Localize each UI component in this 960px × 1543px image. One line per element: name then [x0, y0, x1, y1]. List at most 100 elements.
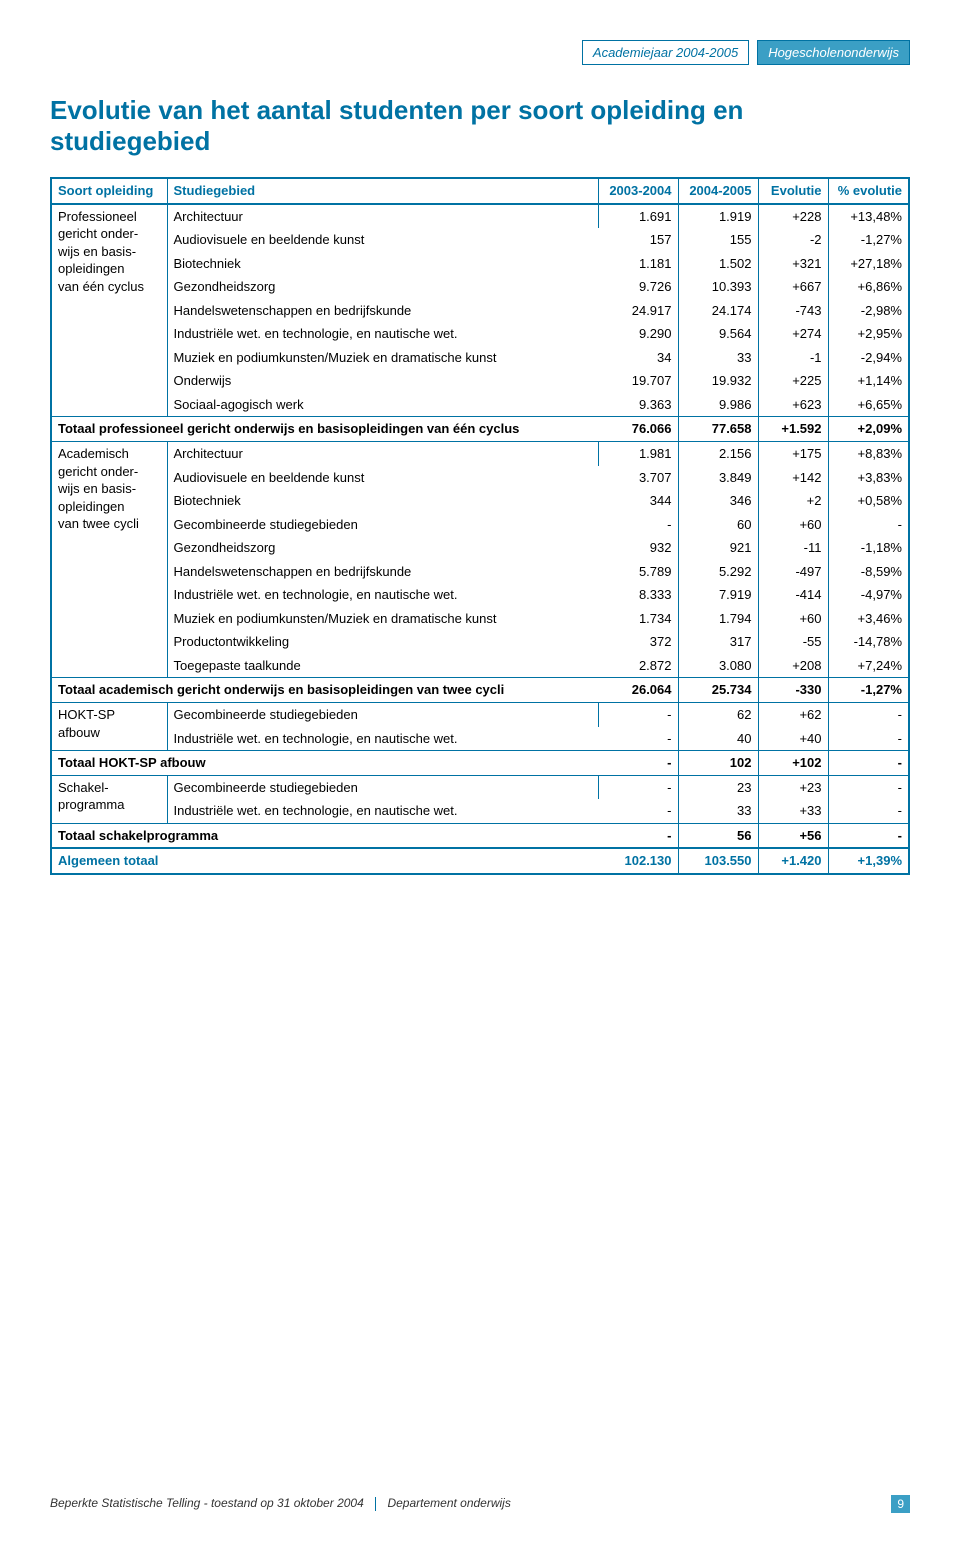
- row-value: -1,18%: [828, 536, 908, 560]
- row-value: -55: [758, 630, 828, 654]
- row-value: -497: [758, 560, 828, 584]
- row-value: 60: [678, 513, 758, 537]
- row-value: 33: [678, 799, 758, 823]
- table-row: Handelswetenschappen en bedrijfskunde5.7…: [52, 560, 908, 584]
- row-value: +3,83%: [828, 466, 908, 490]
- row-value: 1.181: [598, 252, 678, 276]
- footer-left: Beperkte Statistische Telling - toestand…: [50, 1496, 364, 1510]
- table-row: Productontwikkeling372317-55-14,78%: [52, 630, 908, 654]
- row-value: 1.502: [678, 252, 758, 276]
- row-value: +13,48%: [828, 204, 908, 229]
- row-value: 7.919: [678, 583, 758, 607]
- subtotal-value: +2,09%: [828, 417, 908, 442]
- table-header-row: Soort opleiding Studiegebied 2003-2004 2…: [52, 178, 908, 204]
- row-value: -: [828, 775, 908, 799]
- row-label: Muziek en podiumkunsten/Muziek en dramat…: [167, 346, 598, 370]
- row-value: +0,58%: [828, 489, 908, 513]
- col-studiegebied: Studiegebied: [167, 178, 598, 204]
- table-row: Professioneelgericht onder-wijs en basis…: [52, 204, 908, 229]
- row-value: +62: [758, 703, 828, 727]
- row-label: Toegepaste taalkunde: [167, 654, 598, 678]
- row-value: 5.789: [598, 560, 678, 584]
- row-value: +208: [758, 654, 828, 678]
- row-value: -1,27%: [828, 228, 908, 252]
- row-value: 932: [598, 536, 678, 560]
- table-row: Industriële wet. en technologie, en naut…: [52, 583, 908, 607]
- row-value: +27,18%: [828, 252, 908, 276]
- row-value: +3,46%: [828, 607, 908, 631]
- row-value: +1,14%: [828, 369, 908, 393]
- row-label: Architectuur: [167, 204, 598, 229]
- row-value: +60: [758, 513, 828, 537]
- subtotal-value: 77.658: [678, 417, 758, 442]
- row-label: Industriële wet. en technologie, en naut…: [167, 583, 598, 607]
- table-row: Toegepaste taalkunde2.8723.080+208+7,24%: [52, 654, 908, 678]
- subtotal-value: 56: [678, 823, 758, 848]
- row-value: 23: [678, 775, 758, 799]
- row-label: Gezondheidszorg: [167, 275, 598, 299]
- row-value: -: [828, 513, 908, 537]
- row-value: 10.393: [678, 275, 758, 299]
- col-2003: 2003-2004: [598, 178, 678, 204]
- row-value: 1.981: [598, 442, 678, 466]
- subtotal-label: Totaal schakelprogramma: [52, 823, 598, 848]
- row-value: 155: [678, 228, 758, 252]
- row-value: 33: [678, 346, 758, 370]
- row-label: Biotechniek: [167, 489, 598, 513]
- subtotal-value: 25.734: [678, 678, 758, 703]
- row-value: 317: [678, 630, 758, 654]
- row-label: Onderwijs: [167, 369, 598, 393]
- row-value: 1.734: [598, 607, 678, 631]
- row-value: -: [598, 703, 678, 727]
- row-value: +2,95%: [828, 322, 908, 346]
- row-value: -2: [758, 228, 828, 252]
- table-row: Sociaal-agogisch werk9.3639.986+623+6,65…: [52, 393, 908, 417]
- table-row: Schakel-programmaGecombineerde studiegeb…: [52, 775, 908, 799]
- row-label: Gecombineerde studiegebieden: [167, 513, 598, 537]
- row-value: 2.872: [598, 654, 678, 678]
- row-value: +40: [758, 727, 828, 751]
- row-value: +142: [758, 466, 828, 490]
- table-row: Gezondheidszorg932921-11-1,18%: [52, 536, 908, 560]
- subtotal-value: -: [598, 823, 678, 848]
- row-value: +175: [758, 442, 828, 466]
- table-row: Gezondheidszorg9.72610.393+667+6,86%: [52, 275, 908, 299]
- row-value: -: [598, 799, 678, 823]
- tag-type: Hogescholenonderwijs: [757, 40, 910, 65]
- subtotal-label: Totaal professioneel gericht onderwijs e…: [52, 417, 598, 442]
- row-value: +6,86%: [828, 275, 908, 299]
- row-label: Gecombineerde studiegebieden: [167, 703, 598, 727]
- col-2004: 2004-2005: [678, 178, 758, 204]
- row-value: -: [828, 727, 908, 751]
- table-row: HOKT-SPafbouwGecombineerde studiegebiede…: [52, 703, 908, 727]
- row-value: +6,65%: [828, 393, 908, 417]
- row-label: Industriële wet. en technologie, en naut…: [167, 322, 598, 346]
- row-value: -: [598, 727, 678, 751]
- table-row: Industriële wet. en technologie, en naut…: [52, 322, 908, 346]
- grandtotal-value: +1.420: [758, 848, 828, 874]
- header-tags: Academiejaar 2004-2005 Hogescholenonderw…: [50, 40, 910, 65]
- row-value: 5.292: [678, 560, 758, 584]
- row-value: 9.986: [678, 393, 758, 417]
- subtotal-value: +56: [758, 823, 828, 848]
- row-value: -1: [758, 346, 828, 370]
- grandtotal-value: 102.130: [598, 848, 678, 874]
- subtotal-value: -330: [758, 678, 828, 703]
- row-label: Industriële wet. en technologie, en naut…: [167, 799, 598, 823]
- subtotal-row: Totaal professioneel gericht onderwijs e…: [52, 417, 908, 442]
- row-value: +667: [758, 275, 828, 299]
- row-label: Audiovisuele en beeldende kunst: [167, 466, 598, 490]
- page-title: Evolutie van het aantal studenten per so…: [50, 95, 910, 157]
- row-value: -: [598, 513, 678, 537]
- row-value: 24.917: [598, 299, 678, 323]
- row-value: 372: [598, 630, 678, 654]
- footer-page-number: 9: [891, 1495, 910, 1513]
- row-label: Muziek en podiumkunsten/Muziek en dramat…: [167, 607, 598, 631]
- row-value: 24.174: [678, 299, 758, 323]
- table-row: Muziek en podiumkunsten/Muziek en dramat…: [52, 346, 908, 370]
- table-row: Biotechniek1.1811.502+321+27,18%: [52, 252, 908, 276]
- row-value: -: [828, 799, 908, 823]
- row-value: +228: [758, 204, 828, 229]
- row-value: +23: [758, 775, 828, 799]
- row-value: 1.919: [678, 204, 758, 229]
